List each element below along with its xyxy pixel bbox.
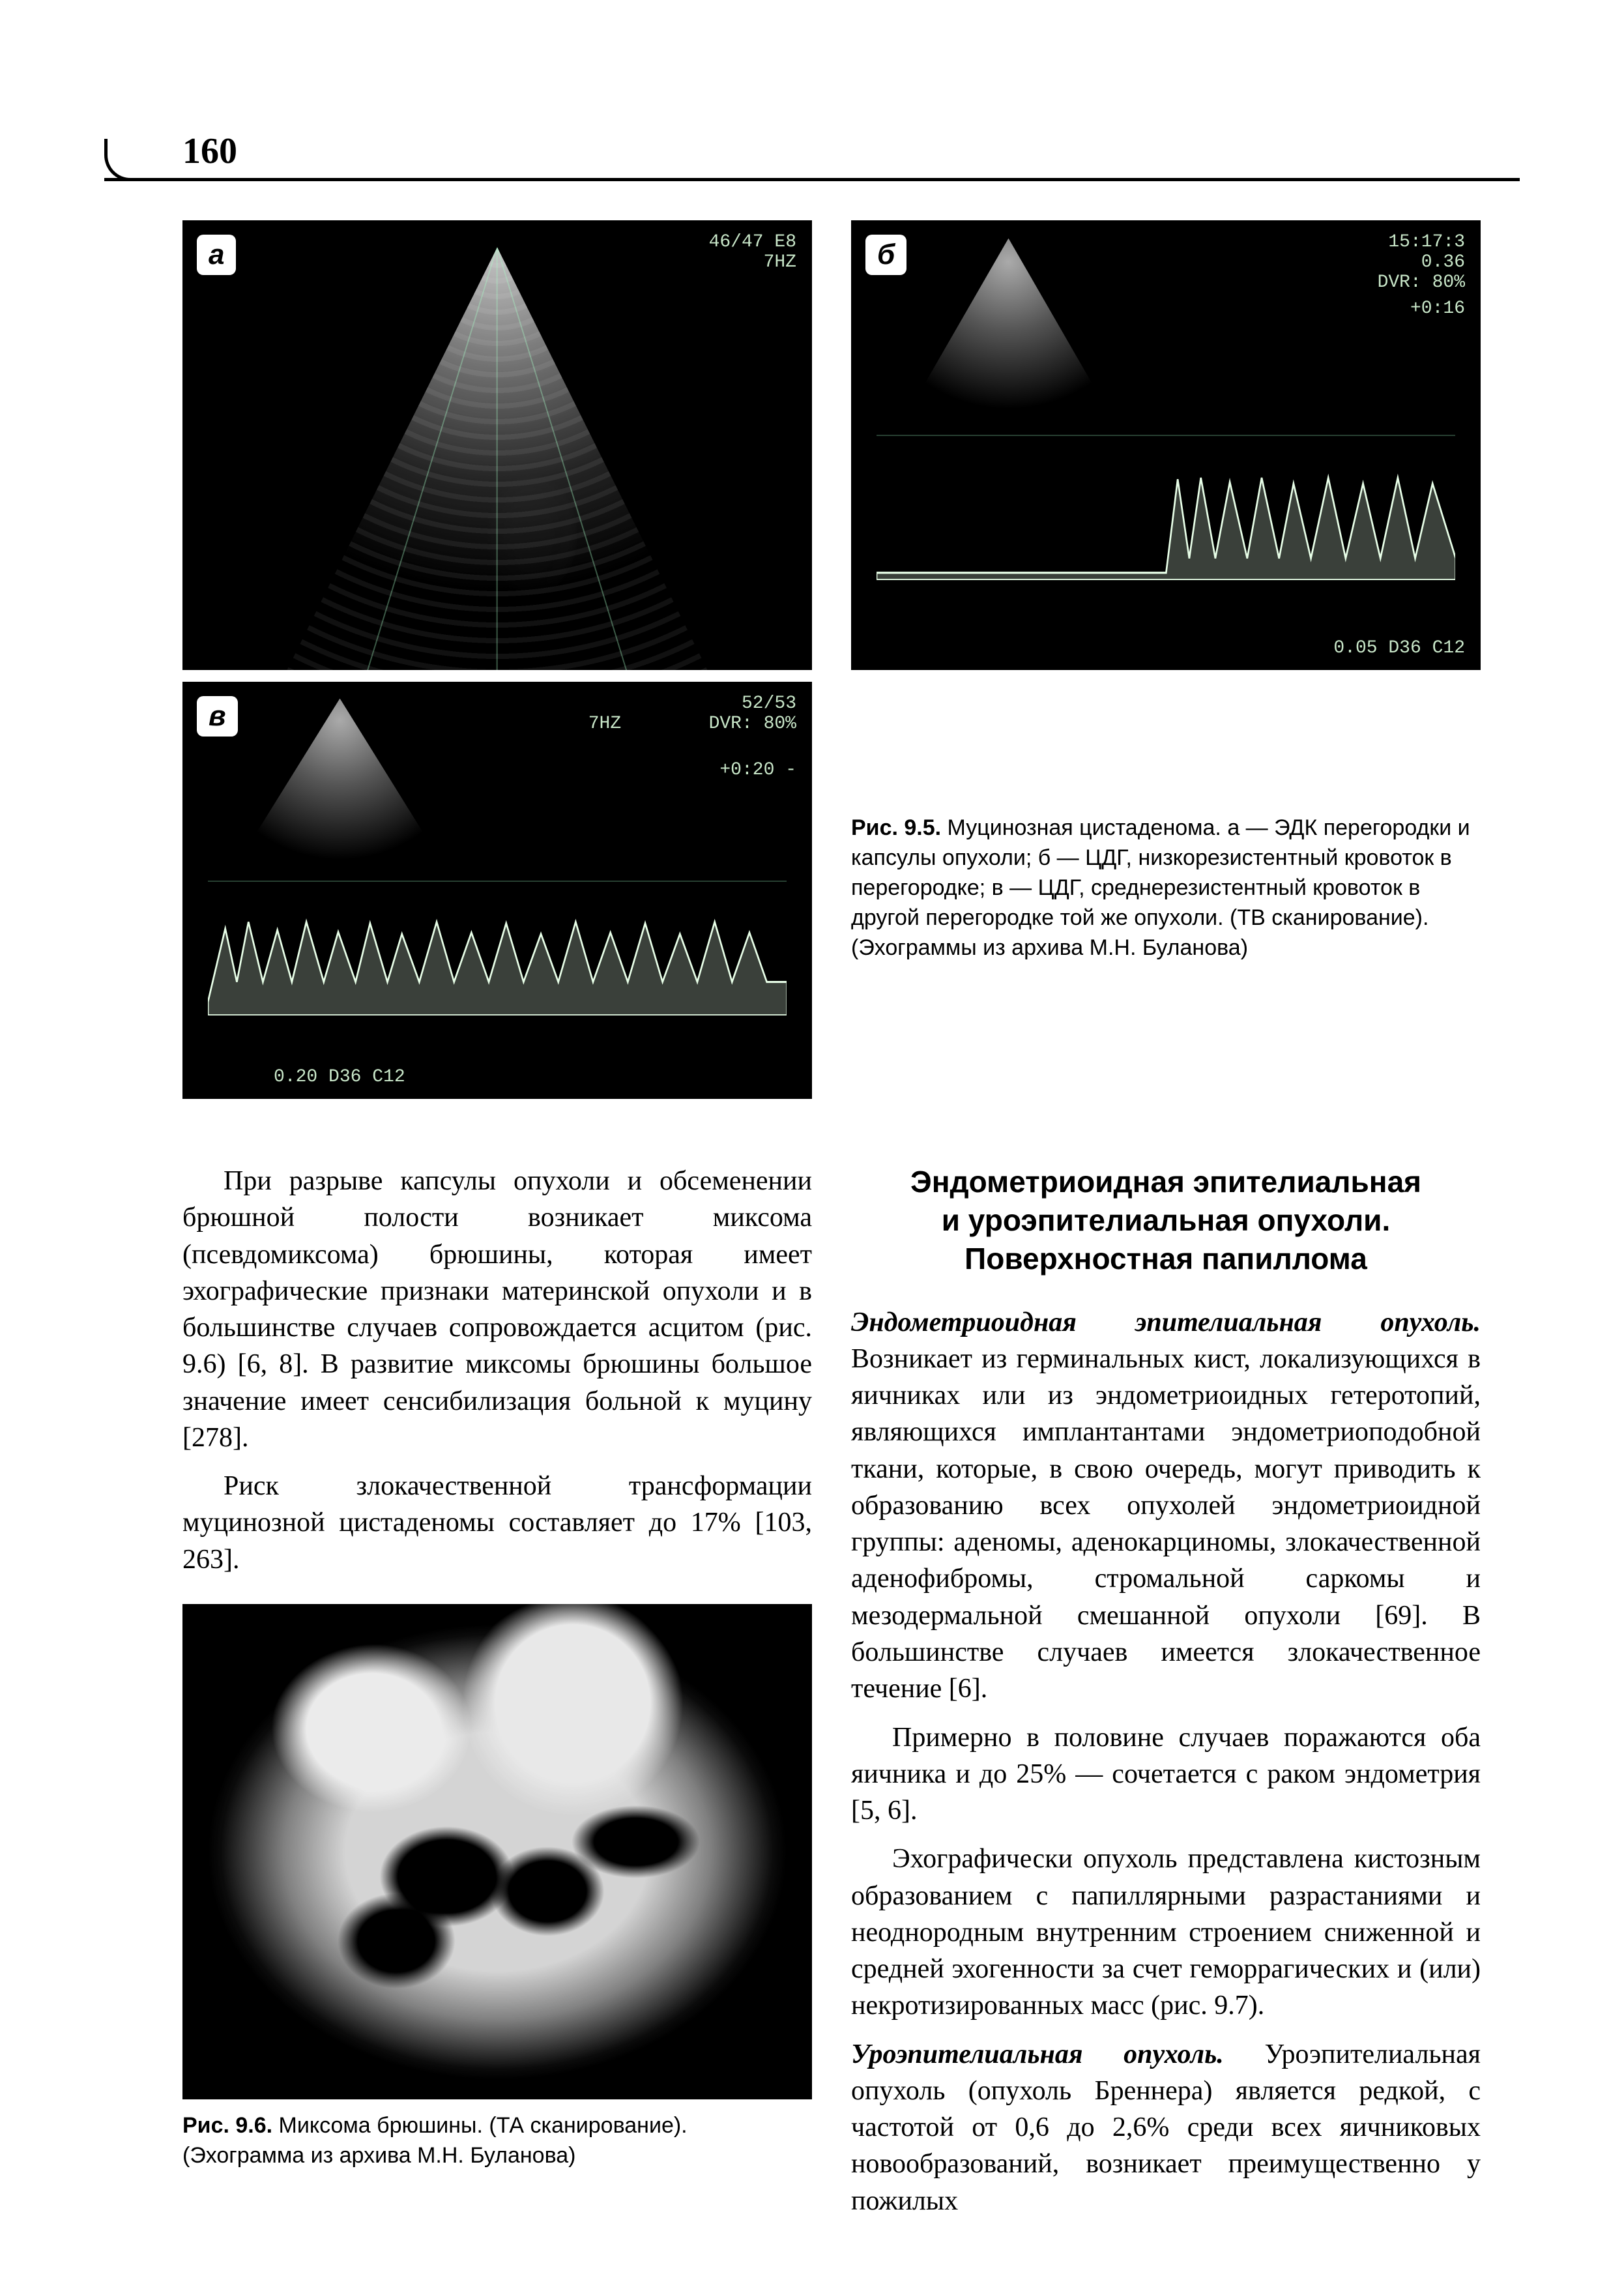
figure-96-caption: Рис. 9.6. Миксома брюшины. (ТА сканирова…	[182, 2111, 812, 2171]
header-rule-elbow	[104, 139, 186, 181]
panel-letter: в	[197, 696, 238, 737]
body-paragraph: Эхографически опухоль представлена кисто…	[851, 1841, 1481, 2024]
tech-readout-top-right: 15:17:3 0.36 DVR: 80%	[1378, 232, 1465, 293]
figure-95a: а 46/47 E8 7HZ	[182, 220, 812, 670]
tech-readout-top-right: 52/53 7HZ DVR: 80%	[588, 693, 796, 734]
paragraph-text: Возникает из герминальных кист, локализу…	[851, 1344, 1481, 1704]
figure-95v: в 52/53 7HZ DVR: 80% +0:20 - 0.20 D36 C1…	[182, 682, 812, 1099]
caption-lead: Рис. 9.5.	[851, 815, 941, 840]
figure-95-left-col: а 46/47 E8 7HZ в 52/53 7HZ DVR: 80% +0:2…	[182, 220, 812, 1111]
page-number: 160	[182, 130, 237, 181]
tech-readout-bottom-right: 0.05 D36 C12	[1333, 638, 1465, 658]
doppler-panel	[182, 682, 812, 1099]
tech-readout-mid-right: +0:16	[1410, 299, 1465, 319]
myxoma-visual	[182, 1604, 812, 2099]
caption-body: Муцинозная цистаденома. а — ЭДК перегоро…	[851, 815, 1470, 960]
doppler-waveform	[877, 435, 1456, 580]
figure-95b: б 15:17:3 0.36 DVR: 80% +0:16 0.05 D36 C…	[851, 220, 1481, 670]
text-row: При разрыве капсулы опухоли и обсеменени…	[182, 1163, 1481, 2231]
page-number-area: 160	[182, 130, 1481, 181]
section-heading: Эндометриоидная эпителиальная и уроэпите…	[851, 1163, 1481, 1278]
run-in-heading: Эндометриоидная эпителиальная опухоль.	[851, 1307, 1481, 1337]
figure-95-caption: Рис. 9.5. Муцинозная цистаденома. а — ЭД…	[851, 813, 1481, 963]
body-paragraph: Риск злокачественной трансформации муцин…	[182, 1468, 812, 1578]
caption-lead: Рис. 9.6.	[182, 2113, 272, 2138]
tech-readout-mid-right: +0:20 -	[719, 760, 796, 780]
header-rule	[104, 178, 1520, 181]
left-column: При разрыве капсулы опухоли и обсеменени…	[182, 1163, 812, 2231]
ultrasound-fan	[182, 220, 812, 670]
body-paragraph: Эндометриоидная эпителиальная опухоль. В…	[851, 1304, 1481, 1708]
right-column: Эндометриоидная эпителиальная и уроэпите…	[851, 1163, 1481, 2231]
tech-readout-top-right: 46/47 E8 7HZ	[709, 232, 796, 272]
figure-95-right-col: б 15:17:3 0.36 DVR: 80% +0:16 0.05 D36 C…	[851, 220, 1481, 1111]
page: 160 а 46/47 E8 7HZ	[0, 0, 1624, 2291]
figure-row-95: а 46/47 E8 7HZ в 52/53 7HZ DVR: 80% +0:2…	[182, 220, 1481, 1111]
panel-letter: б	[865, 235, 906, 275]
body-paragraph: При разрыве капсулы опухоли и обсеменени…	[182, 1163, 812, 1456]
tech-readout-bottom-left: 0.20 D36 C12	[274, 1067, 405, 1087]
body-paragraph: Примерно в половине случаев поражаются о…	[851, 1719, 1481, 1830]
body-paragraph: Уроэпителиальная опухоль. Уроэпителиальн…	[851, 2036, 1481, 2219]
run-in-heading: Уроэпителиальная опухоль.	[851, 2039, 1224, 2069]
panel-letter: а	[197, 235, 236, 275]
figure-96	[182, 1604, 812, 2099]
doppler-waveform	[208, 881, 787, 1015]
